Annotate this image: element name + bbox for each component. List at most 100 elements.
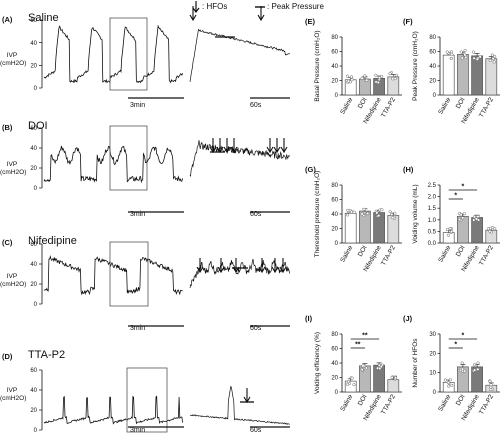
hfo-arrowhead-icon [257,14,265,22]
data-point [393,77,397,81]
category-label: TTA-P2 [478,244,495,267]
scale-short-b: 60s [250,211,262,218]
panel-label-c: (C) [2,238,13,247]
y-tick-label: 1.5 [428,206,437,212]
panel-label: (I) [305,314,313,323]
peak-line-icon [255,6,265,8]
y-tick-label: 2.0 [428,195,437,201]
y-tick-label: 20 [331,376,338,382]
data-point [489,383,493,387]
ylabel-bottom-d: (cmH2O) [0,395,27,402]
pressure-trace [43,145,183,184]
data-point [345,74,349,78]
data-point [473,368,477,372]
data-point [377,214,381,218]
bar-chart-g: (G)Thereshold pressure (cmH₂O) 80 60 40 20 0S… [305,165,402,273]
bar [387,215,400,244]
data-point [459,213,463,217]
data-point [375,211,379,215]
data-point [346,208,350,212]
data-point [347,79,351,83]
y-tick-label: 60 [331,50,338,56]
category-label: Saline [437,393,452,412]
trace-panel-a: 60 40 20 0 [30,6,290,99]
data-point [476,367,480,371]
data-point [448,378,452,382]
data-point [346,382,350,386]
y-tick-label: 0 [34,302,38,308]
y-axis-label: Voiding volume (mL) [412,184,419,243]
data-point [478,55,482,59]
data-point [346,213,350,217]
data-point [390,375,394,379]
trace-panel-d: 60 40 20 0 [30,367,290,434]
data-point [360,368,364,372]
legend-hfo-text: : HFOs [202,2,228,11]
category-label: Saline [437,244,452,263]
bar [457,54,469,96]
scale-long-d: 3min [130,427,146,434]
data-point [365,78,369,82]
hfo-arrowhead-icon [258,266,266,274]
data-point [460,361,464,365]
significance-label: * [454,193,457,200]
y-tick-label: 60 [331,347,338,353]
category-label: DOI [357,96,369,110]
data-point [360,76,364,80]
ylabel-d: IVP (cmH2O) [0,387,27,403]
data-point [350,210,354,214]
zoomed-trace [189,259,290,288]
y-tick-label: 60 [30,242,37,248]
data-point [475,57,479,61]
scale-short-a: 60s [250,102,262,109]
ylabel-c: IVP (cmH2O) [0,273,26,289]
y-tick-label: 40 [331,64,338,70]
y-tick-label: 0 [433,390,437,396]
y-tick-label: 40 [30,388,37,394]
category-label: TTA-P2 [380,393,397,416]
category-label: DOI [357,244,369,258]
panel-title-a: Saline [28,12,59,24]
data-point [366,211,370,215]
category-label: TTA-P2 [380,96,397,119]
data-point [388,210,392,214]
hfo-arrowhead-icon [266,146,274,154]
y-tick-label: 0 [34,86,38,92]
pressure-trace [43,24,183,84]
trace-panel-b: 60 40 20 0 [30,125,290,213]
data-point [492,60,496,64]
y-tick-label: 2.5 [428,183,437,189]
data-point [472,56,476,60]
y-tick-label: 0.0 [428,241,437,247]
data-point [475,217,479,221]
bar [485,58,498,96]
data-point [461,216,465,220]
y-tick-label: 20 [429,79,436,85]
y-tick-label: 30 [429,332,436,338]
data-point [457,218,462,222]
y-tick-label: 40 [30,262,37,268]
data-point [350,78,354,82]
panel-label: (G) [305,165,316,174]
significance-label: ** [355,342,361,349]
y-tick-label: 0 [34,428,38,434]
panel-title-d: TTA-P2 [28,349,66,361]
y-axis-label: Number of HFOs [412,338,419,388]
y-axis-label: Peak Pressure (cmH₂O) [412,31,419,101]
bar [387,379,400,393]
legend-peak-text: : Peak Pressure [267,2,324,11]
scale-long-c: 3min [130,325,146,332]
zoomed-trace [189,385,290,425]
y-tick-label: 40 [30,41,37,47]
arrow-down-icon [192,1,200,13]
ylabel-top-b: IVP [6,161,18,168]
category-label: DOI [455,96,467,110]
y-tick-label: 20 [429,351,436,357]
category-label: TTA-P2 [478,393,495,416]
hfo-arrowhead-icon [196,266,204,274]
y-tick-label: 80 [331,332,338,338]
data-point [490,53,494,57]
data-point [460,56,464,60]
